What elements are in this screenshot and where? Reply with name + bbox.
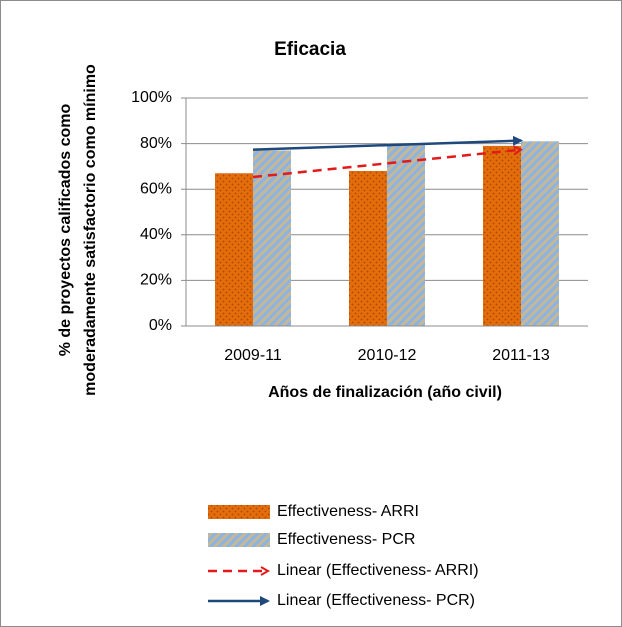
chart-title: Eficacia (274, 39, 346, 60)
x-tick-label: 2010-12 (358, 347, 417, 364)
legend-swatch (208, 533, 270, 547)
y-tick-label: 60% (140, 180, 172, 197)
bar (349, 170, 387, 326)
bar (483, 145, 521, 326)
bar (215, 173, 253, 326)
bar (253, 150, 291, 326)
x-tick-label: 2009-11 (224, 347, 282, 364)
bar (387, 143, 425, 326)
legend-label: Linear (Effectiveness- PCR) (277, 592, 475, 609)
legend-label: Effectiveness- PCR (277, 531, 415, 548)
x-axis-title: Años de finalización (año civil) (268, 384, 502, 401)
legend-label: Effectiveness- ARRI (277, 503, 419, 520)
bar (521, 141, 559, 326)
y-axis-title: % de proyectos calificados como (57, 104, 74, 357)
legend-swatch (208, 505, 270, 519)
trend-line (252, 135, 523, 151)
y-tick-label: 80% (140, 135, 172, 152)
legend-label: Linear (Effectiveness- ARRI) (277, 562, 479, 579)
y-tick-label: 40% (140, 226, 172, 243)
y-tick-label: 20% (140, 272, 172, 289)
y-tick-label: 100% (131, 89, 172, 106)
y-tick-label: 0% (149, 317, 172, 334)
y-axis-title: moderadamente satisfactorio como mínimo (82, 64, 99, 396)
x-tick-label: 2011-13 (492, 347, 550, 364)
